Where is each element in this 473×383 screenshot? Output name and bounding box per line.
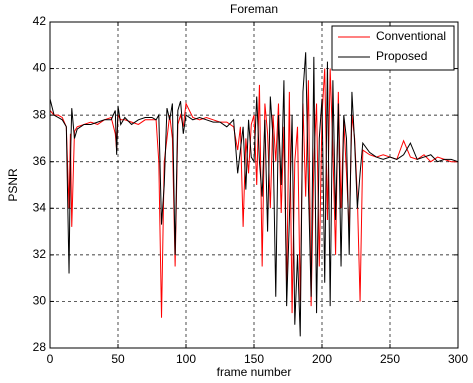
y-tick-label: 28 <box>33 340 47 354</box>
y-tick-label: 34 <box>33 200 47 214</box>
x-tick-label: 100 <box>176 352 196 366</box>
y-tick-label: 36 <box>33 154 47 168</box>
x-tick-label: 0 <box>47 352 54 366</box>
y-tick-label: 30 <box>33 294 47 308</box>
y-tick-label: 40 <box>33 61 47 75</box>
plot-frame <box>49 21 459 349</box>
x-tick-label: 50 <box>111 352 125 366</box>
y-tick-label: 32 <box>33 247 47 261</box>
y-tick-label: 38 <box>33 107 47 121</box>
y-axis-label: PSNR <box>6 168 20 202</box>
series-line <box>49 52 459 337</box>
x-tick-label: 250 <box>380 352 400 366</box>
y-tick-label: 42 <box>33 14 47 28</box>
legend-label: Proposed <box>376 49 427 63</box>
x-tick-label: 200 <box>312 352 332 366</box>
x-axis-label: frame number <box>217 365 292 379</box>
x-tick-label: 300 <box>448 352 468 366</box>
legend-box <box>331 25 455 71</box>
legend-label: Conventional <box>376 29 446 43</box>
chart-title: Foreman <box>230 2 278 16</box>
x-tick-label: 150 <box>244 352 264 366</box>
